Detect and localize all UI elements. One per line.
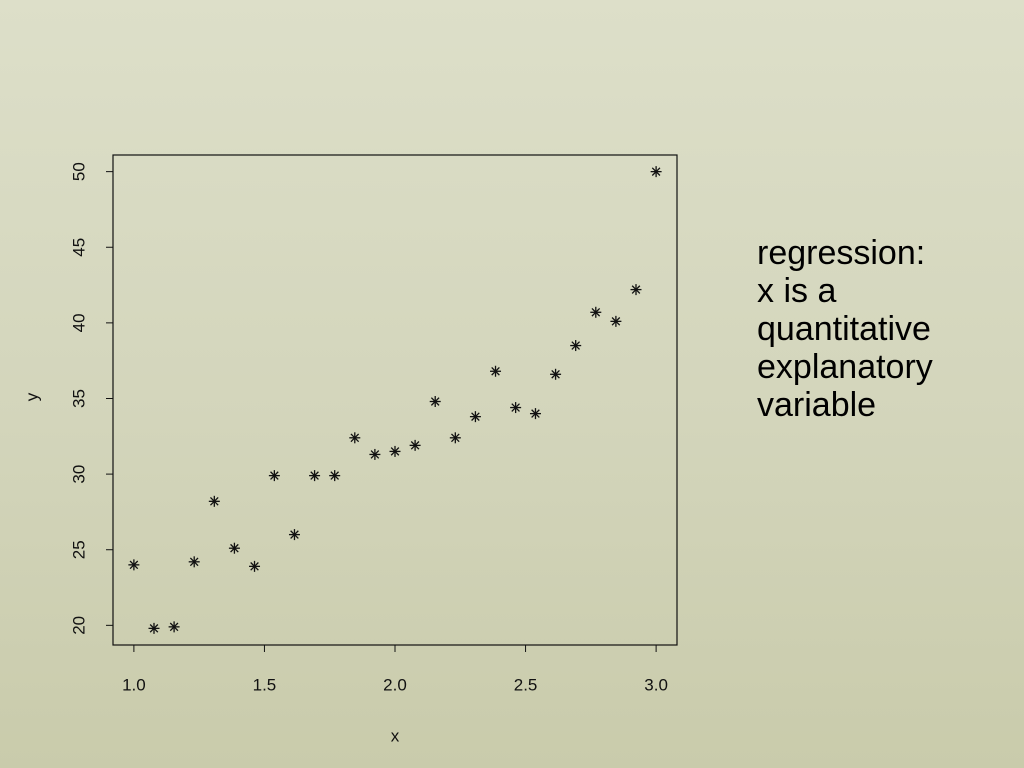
asterisk-stroke bbox=[310, 471, 319, 480]
slide-text-line: quantitative bbox=[757, 310, 931, 348]
point bbox=[128, 559, 140, 571]
asterisk-stroke bbox=[591, 307, 601, 317]
asterisk-stroke bbox=[551, 369, 560, 379]
asterisk-stroke bbox=[149, 624, 159, 633]
asterisk-stroke bbox=[430, 397, 440, 406]
point bbox=[309, 470, 321, 482]
point bbox=[268, 470, 280, 482]
y-tick-label: 35 bbox=[69, 389, 88, 408]
plot-frame bbox=[112, 154, 678, 646]
slide-text-line: x is a bbox=[757, 272, 837, 310]
slide-text-line: regression: bbox=[757, 234, 926, 272]
point bbox=[369, 448, 381, 460]
asterisk-stroke bbox=[471, 412, 480, 421]
asterisk-stroke bbox=[169, 622, 179, 632]
asterisk-stroke bbox=[370, 450, 380, 459]
asterisk-stroke bbox=[491, 366, 500, 376]
point bbox=[249, 560, 261, 572]
point bbox=[610, 315, 622, 327]
asterisk-stroke bbox=[270, 471, 279, 480]
slide-text: regression: x is a quantitative explanatory… bbox=[757, 234, 933, 424]
asterisk-stroke bbox=[250, 562, 259, 571]
y-tick-label: 45 bbox=[69, 238, 88, 257]
x-tick-label: 2.5 bbox=[514, 675, 538, 694]
y-tick-label: 20 bbox=[69, 616, 88, 635]
y-tick-label: 25 bbox=[69, 540, 88, 559]
point bbox=[329, 470, 341, 482]
asterisk-stroke bbox=[189, 557, 199, 567]
point bbox=[188, 556, 200, 568]
asterisk-stroke bbox=[531, 409, 540, 418]
x-tick-label: 2.0 bbox=[383, 675, 407, 694]
y-tick-label: 30 bbox=[69, 465, 88, 484]
point bbox=[228, 542, 240, 554]
point bbox=[409, 439, 421, 451]
asterisk-stroke bbox=[390, 447, 400, 456]
asterisk-stroke bbox=[571, 341, 580, 350]
point bbox=[168, 621, 180, 633]
asterisk-stroke bbox=[129, 560, 139, 570]
point bbox=[389, 445, 401, 457]
asterisk-stroke bbox=[210, 497, 219, 506]
asterisk-stroke bbox=[611, 317, 621, 326]
slide-text-line: variable bbox=[757, 386, 877, 424]
point bbox=[650, 166, 662, 178]
y-tick-label: 50 bbox=[69, 162, 88, 181]
point bbox=[529, 408, 541, 420]
point bbox=[490, 365, 502, 377]
asterisk-stroke bbox=[651, 167, 661, 176]
y-tick-label: 40 bbox=[69, 313, 88, 332]
asterisk-stroke bbox=[350, 433, 360, 443]
point bbox=[288, 529, 300, 541]
x-tick-label: 1.5 bbox=[253, 675, 277, 694]
point bbox=[510, 402, 522, 414]
y-axis-label: y bbox=[22, 392, 41, 401]
asterisk-stroke bbox=[451, 433, 460, 443]
point bbox=[550, 368, 562, 380]
point bbox=[590, 306, 602, 318]
point bbox=[449, 432, 461, 444]
point bbox=[429, 396, 441, 408]
asterisk-stroke bbox=[290, 530, 299, 539]
x-tick-label: 1.0 bbox=[122, 675, 146, 694]
x-tick-label: 3.0 bbox=[644, 675, 668, 694]
slide-text-line: explanatory bbox=[757, 348, 933, 386]
point bbox=[208, 495, 220, 507]
x-axis-label: x bbox=[391, 726, 400, 745]
asterisk-stroke bbox=[230, 543, 239, 553]
point bbox=[469, 411, 481, 423]
asterisk-stroke bbox=[410, 441, 420, 450]
asterisk-stroke bbox=[631, 285, 641, 294]
point bbox=[570, 340, 582, 352]
point bbox=[148, 622, 160, 634]
asterisk-stroke bbox=[330, 471, 339, 480]
asterisk-stroke bbox=[511, 403, 520, 412]
point bbox=[630, 284, 642, 296]
point bbox=[349, 432, 361, 444]
